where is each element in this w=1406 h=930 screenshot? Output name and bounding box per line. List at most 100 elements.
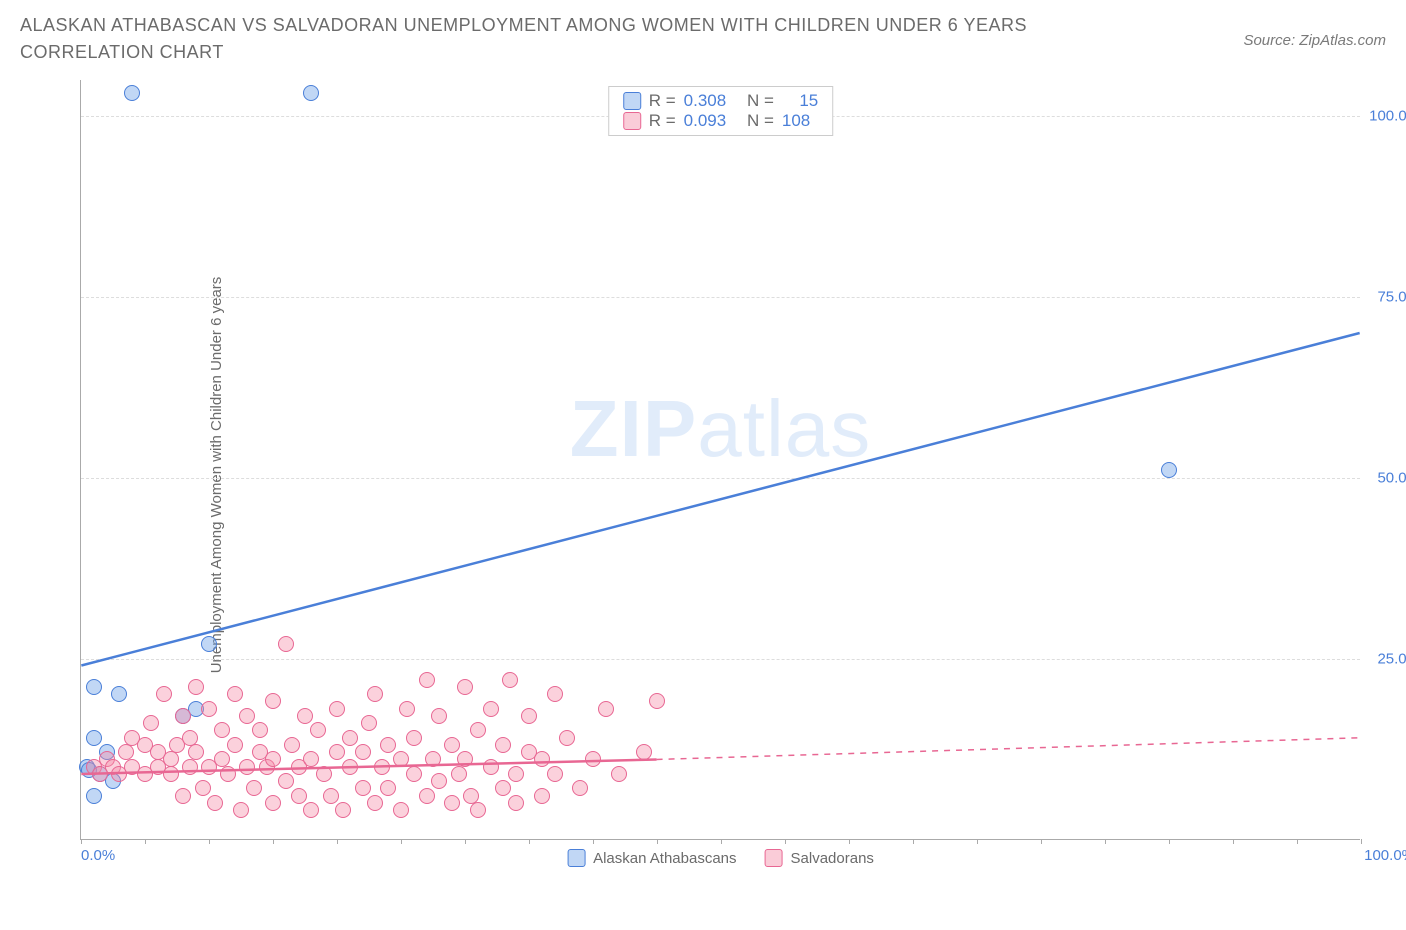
data-point <box>367 686 383 702</box>
data-point <box>188 744 204 760</box>
data-point <box>649 693 665 709</box>
chart-title: ALASKAN ATHABASCAN VS SALVADORAN UNEMPLO… <box>20 12 1120 66</box>
data-point <box>233 802 249 818</box>
data-point <box>175 708 191 724</box>
data-point <box>425 751 441 767</box>
data-point <box>265 693 281 709</box>
data-point <box>143 715 159 731</box>
x-axis-max-label: 100.0% <box>1364 847 1406 864</box>
data-point <box>124 85 140 101</box>
data-point <box>444 795 460 811</box>
x-tick <box>1041 839 1042 844</box>
data-point <box>572 780 588 796</box>
data-point <box>265 795 281 811</box>
trend-lines <box>81 80 1360 839</box>
data-point <box>201 636 217 652</box>
x-tick <box>401 839 402 844</box>
scatter-plot: ZIPatlas R = 0.308 N = 15 R = 0.093 N = … <box>80 80 1360 840</box>
data-point <box>342 730 358 746</box>
x-tick <box>977 839 978 844</box>
data-point <box>470 722 486 738</box>
data-point <box>367 795 383 811</box>
data-point <box>329 701 345 717</box>
data-point <box>246 780 262 796</box>
x-tick <box>593 839 594 844</box>
watermark: ZIPatlas <box>570 383 871 475</box>
data-point <box>303 85 319 101</box>
data-point <box>502 672 518 688</box>
y-tick-label: 100.0% <box>1369 108 1406 125</box>
data-point <box>406 766 422 782</box>
data-point <box>175 788 191 804</box>
data-point <box>547 766 563 782</box>
data-point <box>598 701 614 717</box>
data-point <box>444 737 460 753</box>
x-tick <box>145 839 146 844</box>
data-point <box>495 780 511 796</box>
gridline <box>81 478 1360 479</box>
data-point <box>457 751 473 767</box>
data-point <box>508 766 524 782</box>
x-axis-min-label: 0.0% <box>81 847 115 864</box>
x-tick <box>1297 839 1298 844</box>
data-point <box>547 686 563 702</box>
gridline <box>81 297 1360 298</box>
data-point <box>355 780 371 796</box>
data-point <box>111 686 127 702</box>
data-point <box>355 744 371 760</box>
legend-row-blue: R = 0.308 N = 15 <box>623 91 819 111</box>
data-point <box>310 722 326 738</box>
y-tick-label: 25.0% <box>1377 651 1406 668</box>
data-point <box>470 802 486 818</box>
x-tick <box>1105 839 1106 844</box>
data-point <box>239 759 255 775</box>
data-point <box>406 730 422 746</box>
data-point <box>431 708 447 724</box>
data-point <box>214 722 230 738</box>
data-point <box>163 766 179 782</box>
data-point <box>342 759 358 775</box>
data-point <box>329 744 345 760</box>
data-point <box>431 773 447 789</box>
stats-legend: R = 0.308 N = 15 R = 0.093 N = 108 <box>608 86 834 136</box>
x-tick <box>465 839 466 844</box>
data-point <box>1161 462 1177 478</box>
chart-area: Unemployment Among Women with Children U… <box>58 80 1378 870</box>
data-point <box>374 759 390 775</box>
data-point <box>483 759 499 775</box>
gridline <box>81 659 1360 660</box>
swatch-pink <box>765 849 783 867</box>
data-point <box>278 773 294 789</box>
x-tick <box>209 839 210 844</box>
x-tick <box>81 839 82 844</box>
data-point <box>457 679 473 695</box>
data-point <box>380 780 396 796</box>
data-point <box>521 708 537 724</box>
data-point <box>323 788 339 804</box>
x-tick <box>1169 839 1170 844</box>
source-attribution: Source: ZipAtlas.com <box>1243 32 1386 49</box>
data-point <box>252 722 268 738</box>
data-point <box>611 766 627 782</box>
data-point <box>207 795 223 811</box>
data-point <box>636 744 652 760</box>
x-tick <box>337 839 338 844</box>
legend-row-pink: R = 0.093 N = 108 <box>623 111 819 131</box>
data-point <box>508 795 524 811</box>
x-tick <box>849 839 850 844</box>
data-point <box>303 802 319 818</box>
data-point <box>86 730 102 746</box>
data-point <box>265 751 281 767</box>
data-point <box>399 701 415 717</box>
data-point <box>335 802 351 818</box>
x-tick <box>1233 839 1234 844</box>
data-point <box>585 751 601 767</box>
legend-item-blue: Alaskan Athabascans <box>567 849 736 867</box>
swatch-blue <box>567 849 585 867</box>
data-point <box>534 788 550 804</box>
chart-header: ALASKAN ATHABASCAN VS SALVADORAN UNEMPLO… <box>0 0 1406 66</box>
data-point <box>239 708 255 724</box>
data-point <box>188 679 204 695</box>
data-point <box>86 788 102 804</box>
data-point <box>380 737 396 753</box>
